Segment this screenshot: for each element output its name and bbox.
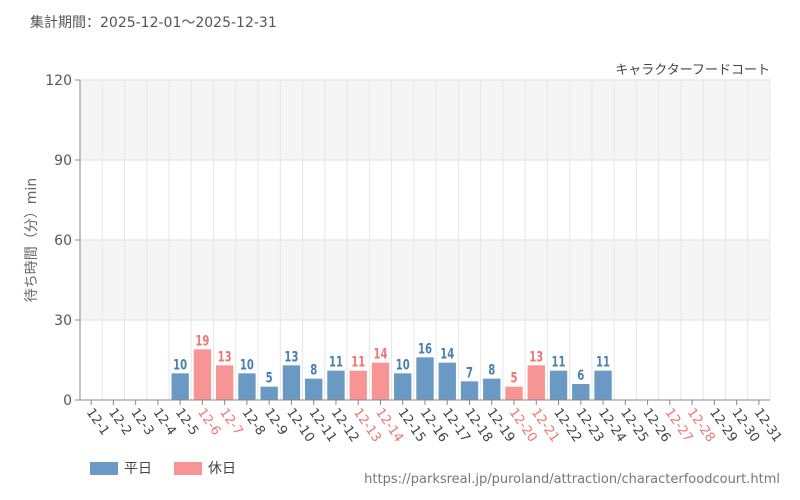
data-label-12-22: 11 [552,354,566,370]
data-label-12-9: 5 [266,370,273,386]
x-tick-label-12-3: 12-3 [127,406,156,439]
chart-legend: 平日 休日 [90,458,236,478]
chart-band [80,240,770,320]
y-axis-label: 待ち時間（分）min [24,178,40,302]
period-label: 集計期間：2025-12-01～2025-12-31 [30,15,277,31]
bar-12-15 [394,373,412,400]
bar-12-10 [282,365,301,400]
data-label-12-15: 10 [396,357,410,373]
y-tick-label: 0 [63,393,72,409]
data-label-12-21: 13 [529,349,543,365]
data-label-12-11: 8 [310,362,317,378]
x-tick-label-12-2: 12-2 [105,406,134,439]
data-label-12-14: 14 [373,346,387,362]
bar-12-24 [594,370,612,400]
chart-band [80,160,770,240]
data-label-12-20: 5 [511,370,518,386]
x-tick-label-12-4: 12-4 [150,406,179,439]
data-label-12-8: 10 [240,357,254,373]
bar-12-13 [349,370,367,400]
bar-12-22 [549,370,568,400]
legend-swatch-holiday [174,461,202,475]
bar-12-9 [260,386,278,400]
bar-12-5 [171,373,189,400]
x-tick-label-12-8: 12-8 [239,406,268,439]
bar-12-12 [327,370,345,400]
data-label-12-7: 13 [218,349,232,365]
chart-axes [75,79,770,405]
bar-12-8 [238,373,256,400]
x-tick-label-12-5: 12-5 [172,406,201,439]
x-tick-label-12-9: 12-9 [261,406,290,439]
chart-title: キャラクターフードコート [615,63,770,78]
bar-12-16 [416,357,434,400]
bar-12-20 [505,386,523,400]
legend-label-holiday: 休日 [208,461,236,477]
chart-x-tick-labels: 12-112-212-312-412-512-612-712-812-912-1… [83,406,785,446]
chart-y-tick-labels: 0 30 60 90 120 [45,73,72,409]
bar-12-6 [193,349,212,400]
bar-12-7 [215,365,234,400]
legend-swatch-weekday [90,461,118,475]
legend-label-weekday: 平日 [124,461,152,477]
x-tick-label-12-7: 12-7 [216,406,245,439]
data-label-12-5: 10 [173,357,187,373]
data-label-12-18: 7 [466,365,473,381]
source-url: https://parksreal.jp/puroland/attraction… [364,472,780,487]
bar-12-21 [527,365,545,400]
data-label-12-24: 11 [596,354,610,370]
chart-bars [171,349,612,400]
y-tick-label: 120 [45,73,72,89]
y-tick-label: 90 [54,153,72,169]
y-tick-label: 60 [54,233,72,249]
y-tick-label: 30 [54,313,72,329]
chart-band [80,80,770,160]
legend-item-weekday: 平日 [90,458,152,478]
data-label-12-17: 14 [440,346,454,362]
bar-12-18 [460,381,479,400]
x-tick-label-12-1: 12-1 [83,406,112,439]
data-label-12-23: 6 [577,367,584,383]
data-label-12-19: 8 [488,362,495,378]
bar-12-23 [572,384,590,400]
x-tick-label-12-6: 12-6 [194,406,223,439]
bar-12-19 [483,378,501,400]
data-label-12-13: 11 [351,354,365,370]
bar-12-17 [438,362,456,400]
bar-12-14 [371,362,390,400]
data-label-12-16: 16 [418,341,432,357]
bar-12-11 [305,378,323,400]
data-label-12-10: 13 [284,349,298,365]
data-label-12-6: 19 [195,333,209,349]
legend-item-holiday: 休日 [174,458,236,478]
data-label-12-12: 11 [329,354,343,370]
